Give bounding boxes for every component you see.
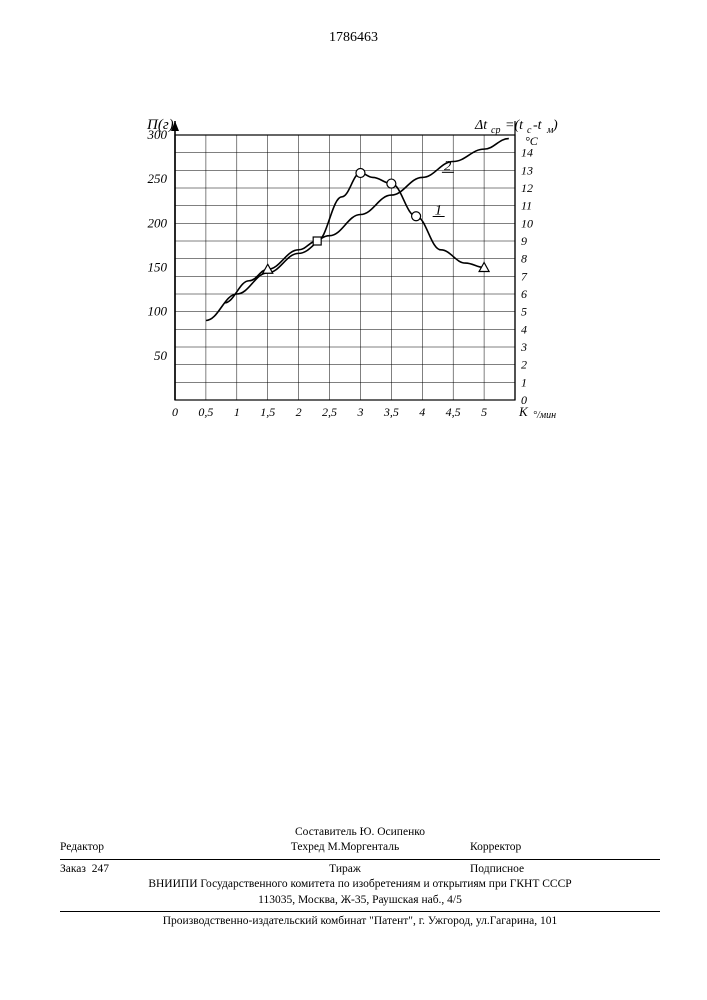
editor-label: Редактор [60,841,104,853]
svg-text:4,5: 4,5 [446,405,461,419]
svg-text:3: 3 [520,340,527,354]
svg-text:200: 200 [148,215,168,230]
svg-text:8: 8 [521,252,527,266]
svg-text:2: 2 [296,405,302,419]
svg-text:Δt: Δt [474,118,488,133]
footer-rule-1 [60,859,660,860]
org-line-1-addr: 113035, Москва, Ж-35, Раушская наб., 4/5 [60,893,660,909]
svg-text:1: 1 [521,375,527,389]
sub-label: Подписное [470,863,524,875]
svg-text:7: 7 [521,269,528,283]
svg-text:): ) [552,118,558,133]
composer-label: Составитель [295,826,357,838]
svg-text:3,5: 3,5 [383,405,399,419]
svg-text:2: 2 [521,358,527,372]
svg-text:К: К [518,404,529,419]
order-number: 247 [92,863,109,875]
svg-text:0,5: 0,5 [198,405,213,419]
org-line-2: Производственно-издательский комбинат "П… [60,914,660,930]
svg-text:10: 10 [521,216,533,230]
svg-text:=(t: =(t [505,118,524,133]
svg-text:50: 50 [154,348,168,363]
corrector-label: Корректор [470,841,521,853]
svg-text:5: 5 [481,405,487,419]
svg-text:11: 11 [521,199,532,213]
svg-text:0: 0 [172,405,178,419]
svg-text:13: 13 [521,163,533,177]
svg-text:9: 9 [521,234,527,248]
order-label: Заказ [60,863,86,875]
composer-name: Ю. Осипенко [360,826,425,838]
svg-text:1,5: 1,5 [260,405,275,419]
svg-text:12: 12 [521,181,533,195]
tech-label: Техред [291,841,325,853]
svg-text:150: 150 [148,260,168,275]
svg-text:5: 5 [521,305,527,319]
chart: 501001502002503000123456789101112131400,… [120,110,580,455]
svg-text:П(г): П(г) [146,117,174,133]
patent-number: 1786463 [0,30,707,46]
svg-text:°C: °C [525,134,539,148]
tirazh-label: Тираж [329,863,361,875]
tech-name: М.Моргенталь [328,841,400,853]
svg-text:-t: -t [533,118,543,133]
svg-text:6: 6 [521,287,527,301]
svg-text:4: 4 [521,322,527,336]
org-line-1: ВНИИПИ Государственного комитета по изоб… [60,877,660,893]
svg-text:2,5: 2,5 [322,405,337,419]
svg-text:ср: ср [491,125,500,136]
svg-text:250: 250 [148,171,168,186]
svg-text:100: 100 [148,304,168,319]
svg-text:4: 4 [419,405,425,419]
footer-block: Составитель Ю. Осипенко Редактор Техред … [60,825,660,930]
svg-text:3: 3 [356,405,363,419]
svg-text:°/мин: °/мин [533,410,556,421]
svg-text:1: 1 [234,405,240,419]
footer-rule-2 [60,911,660,912]
